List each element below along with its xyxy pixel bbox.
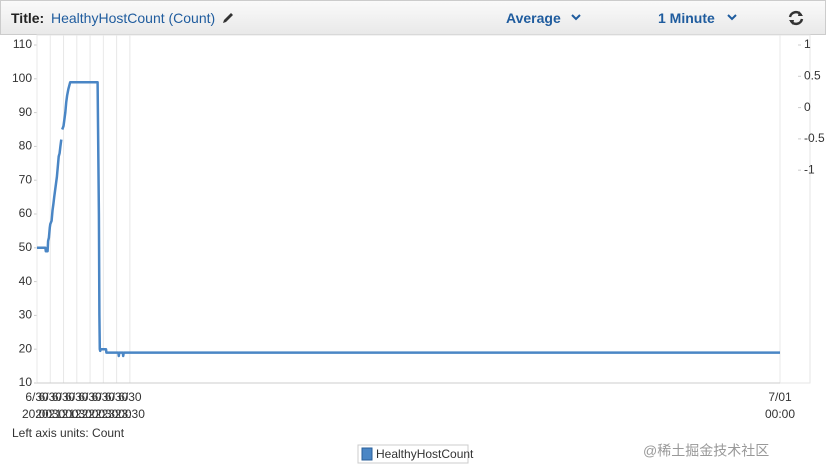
legend-swatch: [361, 447, 373, 461]
y-tick-label: 110: [13, 37, 32, 51]
y-tick-label: 10: [19, 375, 33, 389]
statistic[interactable]: Average: [506, 10, 561, 26]
legend: [357, 444, 469, 464]
y-tick-label: 100: [12, 71, 32, 85]
y-tick-label: 60: [19, 206, 33, 220]
x-tick-label: 6/30 22:00: [75, 390, 106, 421]
x-tick-label: 6/30 23:00: [101, 390, 132, 421]
x-tick-label: 6/30 20:30: [35, 390, 66, 421]
legend-label: HealthyHostCount: [376, 447, 474, 461]
y-tick-label: 70: [19, 172, 33, 186]
data-line: [61, 80, 780, 358]
edit-icon[interactable]: [221, 11, 235, 25]
x-tick-label: 6/30 23:30: [114, 390, 145, 421]
title[interactable]: HealthyHostCount (Count): [51, 10, 216, 26]
watermark: @稀土掘金技术社区: [643, 443, 769, 459]
header: Title: HealthyHostCount (Count) Average …: [0, 0, 826, 35]
x-tick-label: 7/01 00:00: [764, 390, 796, 421]
y-tick-label: 50: [19, 240, 33, 254]
x-tick-label: 6/30 20:00: [21, 390, 53, 421]
x-tick-label: 6/30 21:30: [61, 390, 92, 421]
period[interactable]: 1 Minute: [658, 10, 715, 26]
y-tick-label: 80: [19, 139, 33, 153]
y-tick-label: 90: [19, 105, 33, 119]
refresh-icon[interactable]: [786, 8, 806, 28]
y-tick-label: 20: [19, 341, 33, 355]
y2-tick-label: 0: [804, 100, 811, 114]
chevron: [571, 14, 581, 21]
y-tick-label: 40: [19, 274, 33, 288]
x-tick-label: 6/30 21:00: [48, 390, 79, 421]
y2-tick-label: 0.5: [804, 68, 821, 82]
y2-tick-label: -1: [804, 162, 815, 176]
y-tick-label: 30: [19, 308, 33, 322]
chevron: [727, 14, 737, 21]
data-line: [37, 139, 63, 253]
axis-units: Left axis units: Count: [12, 426, 125, 440]
x-tick-label: 6/30 22:30: [88, 390, 119, 421]
y2-tick-label: 1: [804, 37, 811, 51]
title-label: Title:: [11, 10, 45, 26]
y2-tick-label: -0.5: [804, 131, 825, 145]
plot-frame: [36, 34, 811, 384]
